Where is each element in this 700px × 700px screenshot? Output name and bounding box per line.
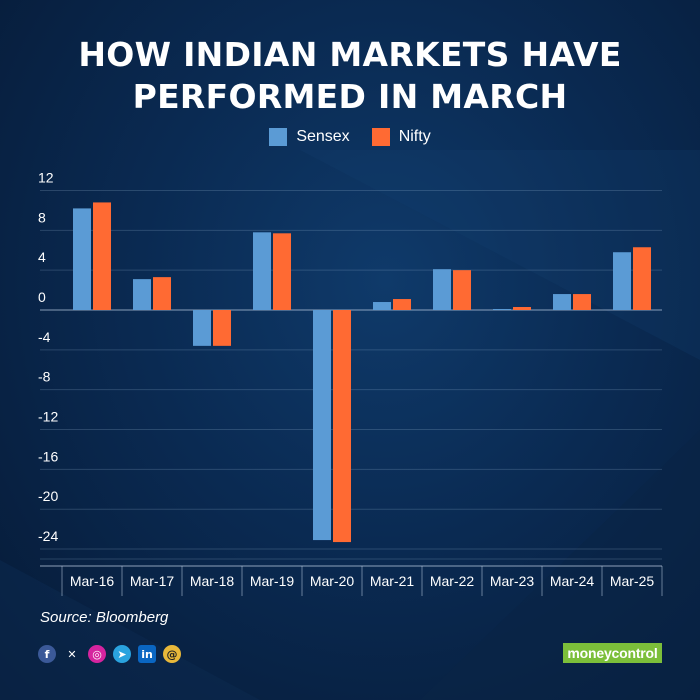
- x-tick-label: Mar-23: [490, 573, 535, 589]
- x-tick-label: Mar-19: [250, 573, 295, 589]
- bar-sensex-mar-25: [613, 252, 631, 310]
- legend-swatch-sensex: [269, 128, 288, 146]
- legend-label-nifty: Nifty: [398, 128, 431, 145]
- title-line-2: PERFORMED IN MARCH: [132, 77, 568, 116]
- bar-sensex-mar-19: [253, 232, 271, 310]
- legend-item-nifty: Nifty: [371, 128, 431, 146]
- y-tick-label: -8: [38, 369, 51, 385]
- x-tick-label: Mar-18: [190, 573, 235, 589]
- bar-nifty-mar-19: [273, 233, 291, 310]
- legend-swatch-nifty: [371, 128, 390, 146]
- legend-item-sensex: Sensex: [269, 128, 350, 146]
- y-tick-label: -4: [38, 329, 51, 345]
- bar-sensex-mar-16: [73, 208, 91, 310]
- bar-sensex-mar-18: [193, 310, 211, 346]
- bar-nifty-mar-22: [453, 270, 471, 310]
- bar-sensex-mar-23: [493, 309, 511, 311]
- y-tick-label: -16: [38, 448, 58, 464]
- y-tick-label: 8: [38, 209, 46, 225]
- bar-nifty-mar-21: [393, 299, 411, 310]
- x-tick-label: Mar-16: [70, 573, 115, 589]
- bar-sensex-mar-17: [133, 279, 151, 310]
- source-note: Source: Bloomberg: [40, 609, 169, 626]
- bar-sensex-mar-21: [373, 302, 391, 310]
- bar-nifty-mar-18: [213, 310, 231, 346]
- linkedin-icon[interactable]: in: [138, 645, 156, 663]
- brand-logo: moneycontrol: [563, 643, 662, 663]
- bar-nifty-mar-16: [93, 202, 111, 310]
- x-tick-label: Mar-25: [610, 573, 655, 589]
- page-title: HOW INDIAN MARKETS HAVE PERFORMED IN MAR…: [0, 34, 700, 118]
- bar-sensex-mar-24: [553, 294, 571, 310]
- y-tick-label: 12: [38, 169, 54, 185]
- x-tick-label: Mar-20: [310, 573, 355, 589]
- y-tick-label: -24: [38, 528, 58, 544]
- title-line-1: HOW INDIAN MARKETS HAVE: [78, 35, 622, 74]
- legend-label-sensex: Sensex: [296, 128, 350, 145]
- telegram-icon[interactable]: ➤: [113, 645, 131, 663]
- bar-nifty-mar-20: [333, 310, 351, 543]
- bar-nifty-mar-23: [513, 307, 531, 310]
- y-tick-label: -12: [38, 409, 58, 425]
- bar-sensex-mar-20: [313, 310, 331, 541]
- x-icon[interactable]: ✕: [67, 647, 77, 661]
- y-tick-label: 4: [38, 249, 46, 265]
- bar-nifty-mar-17: [153, 277, 171, 310]
- facebook-icon[interactable]: f: [38, 645, 56, 663]
- y-tick-label: -20: [38, 488, 58, 504]
- bar-nifty-mar-24: [573, 294, 591, 310]
- x-tick-label: Mar-24: [550, 573, 595, 589]
- bar-sensex-mar-22: [433, 269, 451, 310]
- bar-nifty-mar-25: [633, 247, 651, 310]
- y-tick-label: 0: [38, 289, 46, 305]
- threads-icon[interactable]: @: [163, 645, 181, 663]
- x-tick-label: Mar-22: [430, 573, 475, 589]
- social-links: f ✕ ◎ ➤ in @: [38, 645, 181, 663]
- chart-legend: Sensex Nifty: [0, 128, 700, 146]
- instagram-icon[interactable]: ◎: [88, 645, 106, 663]
- x-tick-label: Mar-17: [130, 573, 175, 589]
- bar-chart: 12 8 4 0 -4 -8 -12 -16 -20 -24 Mar-16 Mar-17 Mar-18 M…: [38, 169, 663, 596]
- x-tick-label: Mar-21: [370, 573, 415, 589]
